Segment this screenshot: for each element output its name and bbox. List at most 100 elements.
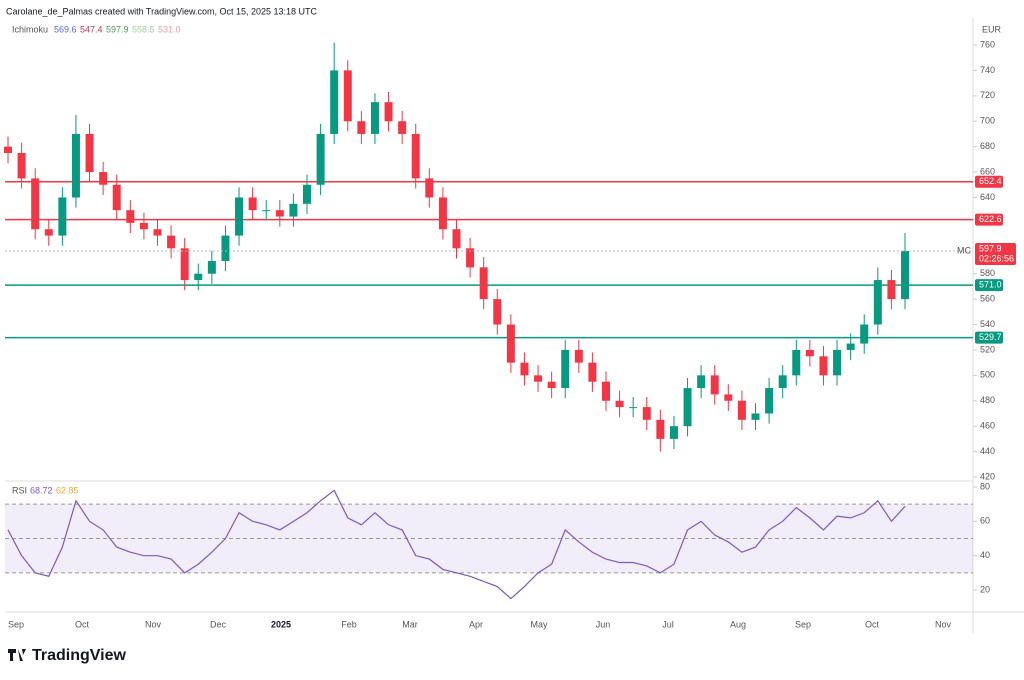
- x-tick-label: 2025: [271, 619, 291, 629]
- candle-body: [44, 229, 53, 236]
- candle-body: [99, 172, 108, 185]
- candle-body: [534, 375, 543, 382]
- candle-body: [221, 235, 230, 261]
- x-tick-label: Oct: [75, 619, 90, 629]
- candle-body: [547, 381, 556, 389]
- x-tick-label: May: [530, 619, 548, 629]
- y-tick-label: 680: [980, 141, 995, 151]
- candle-body: [17, 153, 26, 179]
- candle-body: [710, 375, 719, 395]
- x-tick-label: Nov: [935, 619, 952, 629]
- candle-body: [370, 102, 379, 134]
- candle-body: [262, 210, 271, 212]
- header: Carolane_de_Palmas created with TradingV…: [6, 6, 318, 16]
- candle-body: [860, 324, 869, 344]
- y-tick-label: 720: [980, 90, 995, 100]
- candle-body: [819, 356, 828, 376]
- candle-body: [275, 210, 284, 217]
- candle-body: [629, 407, 638, 409]
- x-tick-label: Oct: [865, 619, 880, 629]
- candle-body: [751, 413, 760, 420]
- x-tick-label: Sep: [8, 619, 24, 629]
- x-tick-label: Nov: [145, 619, 162, 629]
- candle-body: [31, 178, 40, 230]
- y-tick-label: 740: [980, 65, 995, 75]
- candle-body: [805, 349, 814, 357]
- candle-body: [180, 248, 189, 281]
- candle-body: [452, 229, 461, 249]
- candle-body: [506, 324, 515, 363]
- candle-body: [765, 388, 774, 414]
- y-tick-label: 640: [980, 192, 995, 202]
- x-tick-label: Sep: [795, 619, 811, 629]
- currency: EUR: [982, 24, 1002, 34]
- candle-body: [887, 280, 896, 300]
- candle-body: [493, 299, 502, 325]
- candle-body: [126, 210, 135, 223]
- candle-body: [520, 362, 529, 376]
- y-tick-label: 440: [980, 446, 995, 456]
- x-tick-label: Jul: [662, 619, 674, 629]
- candle-body: [4, 146, 12, 153]
- rsi-value: 68.72: [30, 485, 53, 495]
- candle-body: [425, 178, 434, 198]
- candle-body: [669, 426, 678, 439]
- candle-body: [343, 70, 352, 122]
- y-tick-label: 560: [980, 293, 995, 303]
- x-tick-label: Feb: [341, 619, 357, 629]
- candle-body: [588, 362, 597, 382]
- candle-body: [153, 229, 162, 236]
- brand: TradingView: [32, 647, 127, 664]
- rsi-tick-label: 40: [980, 550, 990, 560]
- candle-body: [833, 349, 842, 376]
- y-tick-label: 540: [980, 319, 995, 329]
- candle-body: [316, 133, 325, 185]
- candle-body: [235, 197, 244, 236]
- level-label: 652.4: [979, 176, 1002, 186]
- level-tag: [975, 279, 1003, 292]
- rsi-tick-label: 80: [980, 481, 990, 491]
- y-tick-label: 500: [980, 370, 995, 380]
- level-tag: [975, 175, 1003, 188]
- indicator-name: Ichimoku: [12, 24, 48, 34]
- indicator-value: 597.9: [106, 24, 129, 34]
- candle-body: [384, 102, 393, 122]
- level-label: 571.0: [979, 280, 1002, 290]
- logo: TradingView: [8, 647, 127, 664]
- rsi-line: [7, 489, 906, 600]
- y-tick-label: 700: [980, 116, 995, 126]
- rsi-tick-label: 20: [980, 584, 990, 594]
- candle-body: [58, 197, 67, 236]
- logo-icon: [8, 649, 26, 661]
- candle-body: [411, 133, 420, 179]
- candle-body: [683, 388, 692, 427]
- last-price: 597.9: [979, 243, 1002, 253]
- candle-body: [724, 394, 733, 401]
- candle-body: [303, 184, 311, 204]
- y-tick-label: 760: [980, 39, 995, 49]
- candle-body: [398, 121, 407, 134]
- candle-body: [656, 419, 665, 439]
- x-tick-label: Dec: [210, 619, 227, 629]
- candle-body: [778, 375, 787, 389]
- candle-body: [642, 407, 651, 420]
- y-tick-label: 460: [980, 421, 995, 431]
- candle-body: [438, 197, 447, 230]
- candle-body: [289, 203, 298, 217]
- candle-body: [602, 381, 610, 401]
- level-label: 622.6: [979, 214, 1002, 224]
- rsi-value: 62.85: [56, 485, 79, 495]
- candle-body: [561, 349, 570, 389]
- candle-body: [873, 280, 882, 325]
- candle-body: [697, 375, 706, 389]
- symbol-label: MC: [957, 245, 971, 255]
- candle-body: [574, 349, 583, 363]
- candle-body: [466, 248, 475, 268]
- candle-body: [248, 197, 257, 211]
- rsi-name: RSI: [12, 485, 27, 495]
- countdown: 02:26:56: [979, 253, 1014, 263]
- x-tick-label: Apr: [469, 619, 483, 629]
- candle-body: [615, 400, 624, 408]
- candle-body: [846, 343, 855, 350]
- y-tick-label: 520: [980, 344, 995, 354]
